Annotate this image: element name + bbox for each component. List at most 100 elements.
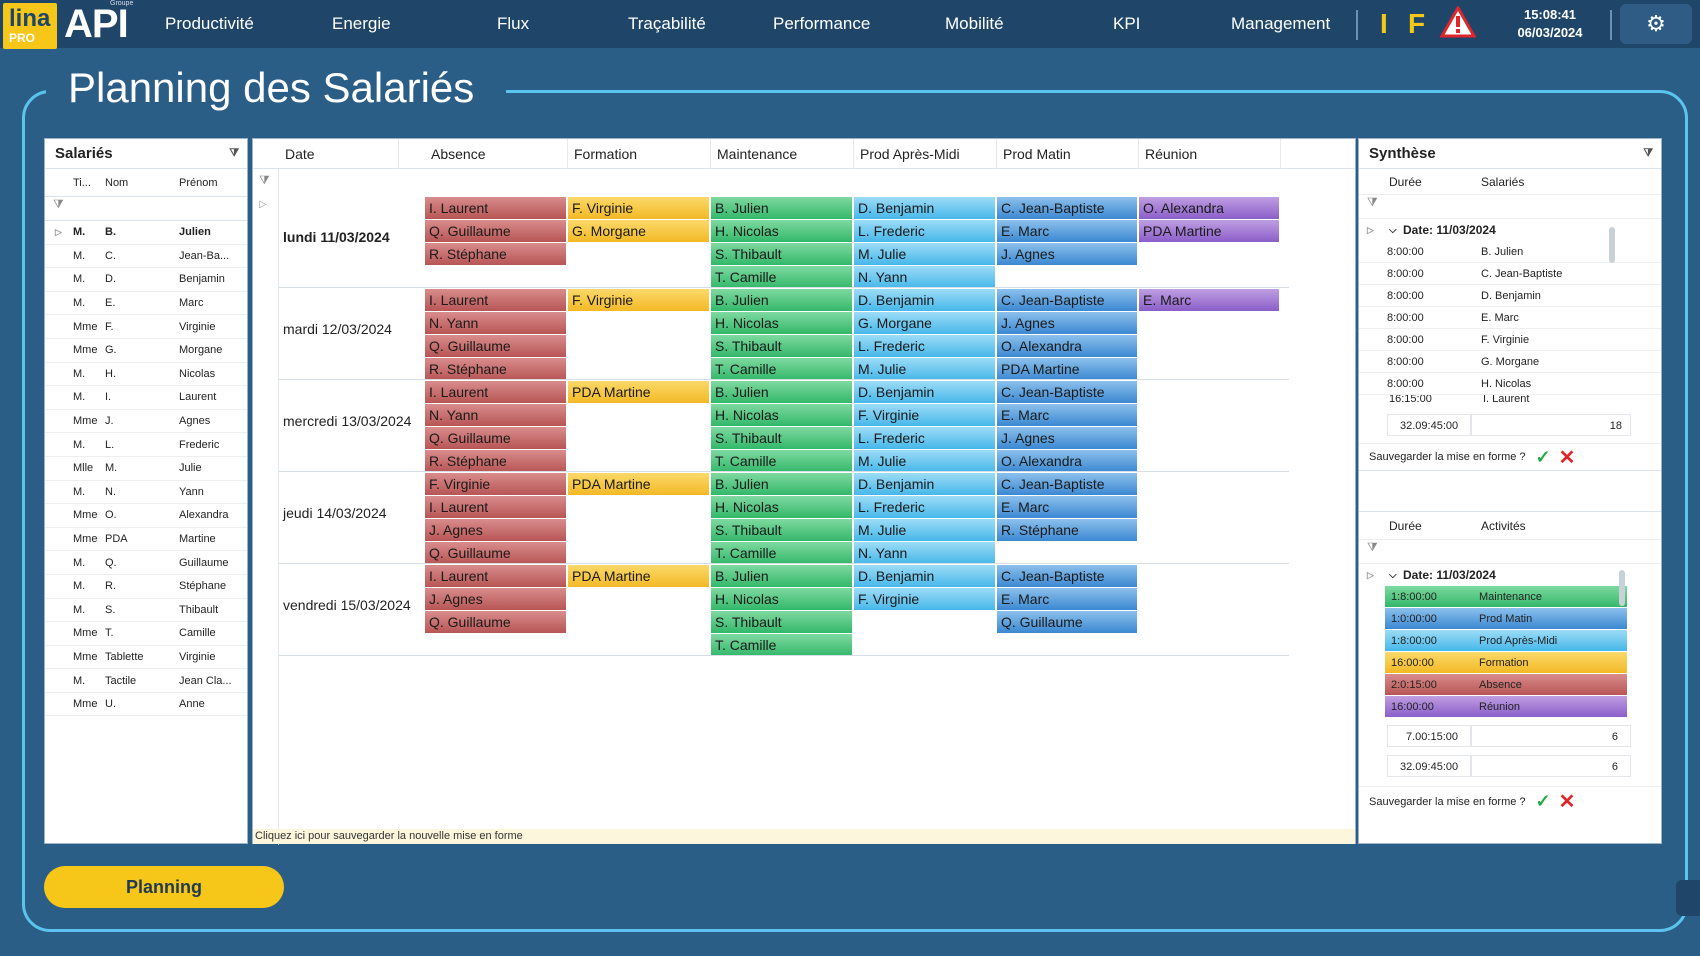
prod-matin-cell[interactable]: PDA Martine	[997, 358, 1137, 380]
column-header[interactable]: Absence	[425, 139, 568, 169]
absence-cell[interactable]: N. Yann	[425, 404, 566, 426]
table-row[interactable]: M. C. Jean-Ba...	[45, 245, 247, 269]
maintenance-cell[interactable]: B. Julien	[711, 565, 852, 587]
maintenance-cell[interactable]: H. Nicolas	[711, 588, 852, 610]
table-row[interactable]: 1:8:00:00 Prod Après-Midi	[1385, 630, 1627, 652]
collapse-icon[interactable]: ⌵	[1375, 225, 1395, 236]
absence-cell[interactable]: I. Laurent	[425, 381, 566, 403]
table-row[interactable]: Mme Tablette Virginie	[45, 646, 247, 670]
prod-matin-cell[interactable]: O. Alexandra	[997, 450, 1137, 472]
col-duree[interactable]: Durée	[1387, 175, 1481, 189]
absence-cell[interactable]: Q. Guillaume	[425, 220, 566, 242]
prod-apres-midi-cell[interactable]: D. Benjamin	[854, 289, 995, 311]
absence-cell[interactable]: J. Agnes	[425, 588, 566, 610]
table-row[interactable]: 1:8:00:00 Maintenance	[1385, 586, 1627, 608]
table-row[interactable]: M. L. Frederic	[45, 433, 247, 457]
formation-cell[interactable]: PDA Martine	[568, 473, 709, 495]
maintenance-cell[interactable]: B. Julien	[711, 197, 852, 219]
absence-cell[interactable]: I. Laurent	[425, 565, 566, 587]
table-row[interactable]: 16:00:00 Réunion	[1385, 696, 1627, 718]
nav-management[interactable]: Management	[1231, 14, 1330, 34]
table-row[interactable]: Mme U. Anne	[45, 693, 247, 717]
prod-apres-midi-cell[interactable]: D. Benjamin	[854, 197, 995, 219]
prod-matin-cell[interactable]: O. Alexandra	[997, 335, 1137, 357]
absence-cell[interactable]: Q. Guillaume	[425, 335, 566, 357]
table-row[interactable]: Mme T. Camille	[45, 622, 247, 646]
filter-icon[interactable]: ⧩	[229, 147, 239, 160]
absence-cell[interactable]: Q. Guillaume	[425, 542, 566, 564]
prod-matin-cell[interactable]: C. Jean-Baptiste	[997, 565, 1137, 587]
maintenance-cell[interactable]: H. Nicolas	[711, 312, 852, 334]
table-row[interactable]: Mme F. Virginie	[45, 315, 247, 339]
table-row[interactable]: M. N. Yann	[45, 481, 247, 505]
absence-cell[interactable]: Q. Guillaume	[425, 427, 566, 449]
nav-productivite[interactable]: Productivité	[165, 14, 254, 34]
table-row[interactable]: 8:00:00 F. Virginie	[1359, 329, 1661, 351]
synthese-bottom-group[interactable]: ▷ ⌵ Date: 11/03/2024	[1359, 564, 1661, 586]
absence-cell[interactable]: N. Yann	[425, 312, 566, 334]
check-icon[interactable]: ✓	[1536, 791, 1551, 812]
table-row[interactable]: 8:00:00 G. Morgane	[1359, 351, 1661, 373]
nav-flux[interactable]: Flux	[497, 14, 529, 34]
prod-apres-midi-cell[interactable]: F. Virginie	[854, 404, 995, 426]
cross-icon[interactable]: ✕	[1559, 445, 1576, 470]
salaries-filter-row[interactable]: ⧩	[45, 197, 247, 221]
prod-matin-cell[interactable]: J. Agnes	[997, 243, 1137, 265]
nav-tracabilite[interactable]: Traçabilité	[628, 14, 706, 34]
table-row[interactable]: M. H. Nicolas	[45, 363, 247, 387]
prod-matin-cell[interactable]: R. Stéphane	[997, 519, 1137, 541]
indicator-i[interactable]: I	[1380, 8, 1388, 40]
prod-apres-midi-cell[interactable]: D. Benjamin	[854, 381, 995, 403]
prod-apres-midi-cell[interactable]: M. Julie	[854, 243, 995, 265]
table-row[interactable]: 16:00:00 Formation	[1385, 652, 1627, 674]
prod-apres-midi-cell[interactable]: N. Yann	[854, 266, 995, 288]
synthese-bottom-filter-row[interactable]: ⧩	[1359, 540, 1661, 564]
maintenance-cell[interactable]: S. Thibault	[711, 335, 852, 357]
column-header[interactable]: Prod Après-Midi	[854, 139, 997, 169]
reunion-cell[interactable]: PDA Martine	[1139, 220, 1279, 242]
maintenance-cell[interactable]: T. Camille	[711, 450, 852, 472]
prod-apres-midi-cell[interactable]: G. Morgane	[854, 312, 995, 334]
col-duree[interactable]: Durée	[1387, 519, 1481, 533]
prod-matin-cell[interactable]: E. Marc	[997, 588, 1137, 610]
reunion-cell[interactable]: E. Marc	[1139, 289, 1279, 311]
save-layout-hint[interactable]: Cliquez ici pour sauvegarder la nouvelle…	[253, 829, 1355, 844]
prod-apres-midi-cell[interactable]: D. Benjamin	[854, 473, 995, 495]
table-row[interactable]: M. I. Laurent	[45, 386, 247, 410]
table-row[interactable]: M. R. Stéphane	[45, 575, 247, 599]
col-title[interactable]: Ti...	[73, 177, 105, 189]
indicator-f[interactable]: F	[1408, 8, 1425, 40]
filter-icon[interactable]: ⧩	[1643, 147, 1653, 160]
settings-button[interactable]: ⚙	[1620, 4, 1692, 44]
table-row[interactable]: M. Q. Guillaume	[45, 551, 247, 575]
maintenance-cell[interactable]: S. Thibault	[711, 427, 852, 449]
table-row[interactable]: 8:00:00 D. Benjamin	[1359, 285, 1661, 307]
filter-icon[interactable]: ⧩	[53, 197, 64, 211]
synthese-top-filter-row[interactable]: ⧩	[1359, 195, 1661, 219]
filter-icon[interactable]: ⧩	[1367, 540, 1378, 554]
table-row[interactable]: 8:00:00 H. Nicolas	[1359, 373, 1661, 395]
table-row[interactable]: 8:00:00 B. Julien	[1359, 241, 1661, 263]
table-row[interactable]: 8:00:00 C. Jean-Baptiste	[1359, 263, 1661, 285]
prod-matin-cell[interactable]: C. Jean-Baptiste	[997, 197, 1137, 219]
table-row[interactable]: 1:0:00:00 Prod Matin	[1385, 608, 1627, 630]
column-header[interactable]: Réunion	[1139, 139, 1281, 169]
prod-apres-midi-cell[interactable]: F. Virginie	[854, 588, 995, 610]
expand-icon[interactable]: ▷	[1359, 570, 1375, 581]
prod-apres-midi-cell[interactable]: L. Frederic	[854, 335, 995, 357]
maintenance-cell[interactable]: T. Camille	[711, 634, 852, 656]
maintenance-cell[interactable]: S. Thibault	[711, 243, 852, 265]
prod-apres-midi-cell[interactable]: L. Frederic	[854, 496, 995, 518]
side-handle[interactable]	[1676, 880, 1700, 916]
maintenance-cell[interactable]: S. Thibault	[711, 519, 852, 541]
absence-cell[interactable]: Q. Guillaume	[425, 611, 566, 633]
maintenance-cell[interactable]: H. Nicolas	[711, 404, 852, 426]
filter-icon[interactable]: ⧩	[1367, 195, 1378, 209]
prod-matin-cell[interactable]: J. Agnes	[997, 312, 1137, 334]
nav-energie[interactable]: Energie	[332, 14, 391, 34]
planning-button[interactable]: Planning	[44, 866, 284, 908]
prod-matin-cell[interactable]: E. Marc	[997, 220, 1137, 242]
table-row[interactable]: Mlle M. Julie	[45, 457, 247, 481]
prod-apres-midi-cell[interactable]: M. Julie	[854, 519, 995, 541]
prod-apres-midi-cell[interactable]: L. Frederic	[854, 220, 995, 242]
